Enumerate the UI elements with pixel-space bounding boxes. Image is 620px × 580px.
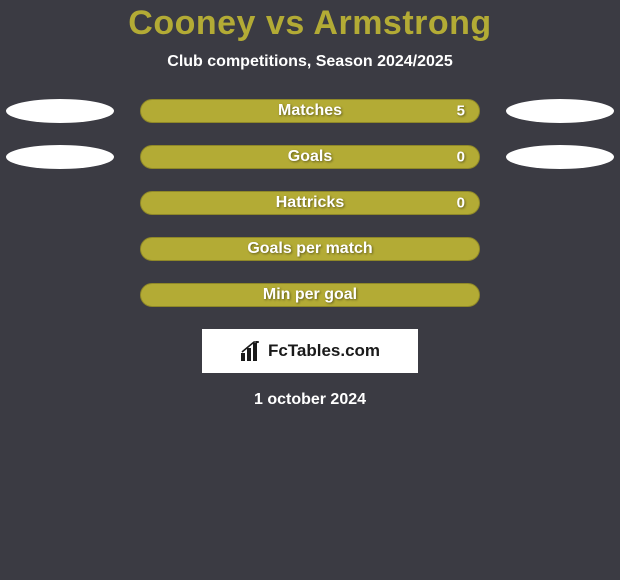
stat-label: Goals per match — [247, 240, 372, 258]
player-right-marker — [506, 99, 614, 123]
player-left-marker — [6, 145, 114, 169]
stat-bar: Hattricks 0 — [140, 191, 480, 215]
player-right-marker — [506, 145, 614, 169]
page-subtitle: Club competitions, Season 2024/2025 — [167, 53, 452, 71]
stat-value: 5 — [457, 103, 465, 120]
stat-row: Matches 5 — [0, 99, 620, 123]
stat-bar: Matches 5 — [140, 99, 480, 123]
stat-bar: Goals per match — [140, 237, 480, 261]
stat-row: Goals 0 — [0, 145, 620, 169]
bar-chart-icon — [240, 341, 262, 361]
stat-value: 0 — [457, 149, 465, 166]
stat-value: 0 — [457, 195, 465, 212]
stat-row: Min per goal — [0, 283, 620, 307]
page-title: Cooney vs Armstrong — [128, 4, 491, 43]
stat-label: Min per goal — [263, 286, 357, 304]
player-left-marker — [6, 99, 114, 123]
stat-label: Matches — [278, 102, 342, 120]
fctables-logo: FcTables.com — [202, 329, 418, 373]
stat-row: Hattricks 0 — [0, 191, 620, 215]
stat-label: Hattricks — [276, 194, 344, 212]
stat-label: Goals — [288, 148, 332, 166]
stat-bar: Min per goal — [140, 283, 480, 307]
stats-container: Matches 5 Goals 0 Hattricks 0 Goals per match M… — [0, 99, 620, 329]
date-label: 1 october 2024 — [254, 391, 366, 409]
stat-bar: Goals 0 — [140, 145, 480, 169]
stat-row: Goals per match — [0, 237, 620, 261]
logo-text: FcTables.com — [268, 341, 380, 361]
